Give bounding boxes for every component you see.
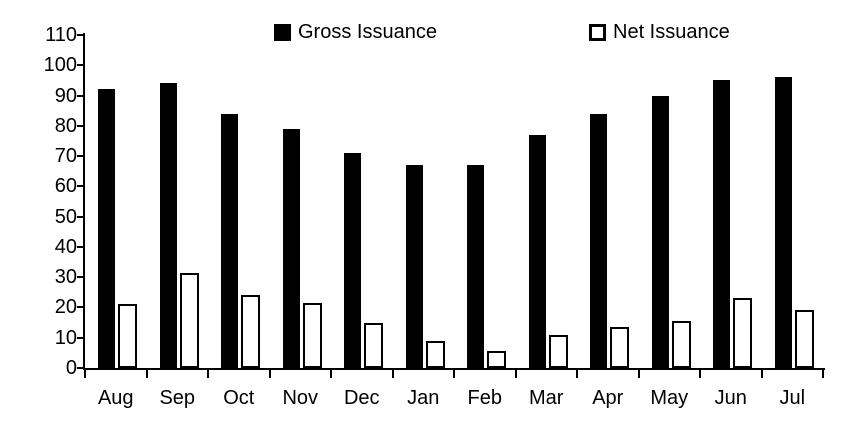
x-axis-tick (637, 370, 640, 378)
y-axis-tick-label: 110 (45, 24, 77, 46)
bar-net-apr (610, 327, 629, 368)
x-axis-label-mar: Mar (529, 387, 564, 409)
y-axis-tick-label: 10 (54, 326, 77, 349)
legend-label-gross-issuance: Gross Issuance (298, 21, 437, 43)
bar-net-aug (118, 304, 137, 368)
bar-net-sep (179, 273, 199, 368)
x-axis-label-feb: Feb (467, 387, 502, 409)
x-axis-line (83, 368, 825, 370)
x-axis-tick (514, 370, 517, 378)
bar-gross-jan (405, 165, 423, 368)
bar-gross-may (651, 96, 669, 368)
y-axis-line (83, 33, 85, 370)
x-axis-tick (391, 370, 394, 378)
bar-net-jun (733, 298, 752, 368)
bar-net-dec (364, 323, 383, 368)
x-axis-tick (822, 370, 824, 378)
x-axis-tick (760, 370, 763, 378)
x-axis-label-jun: Jun (714, 387, 747, 409)
y-axis-tick-label: 50 (54, 205, 77, 228)
y-axis-tick (77, 367, 85, 369)
x-axis-label-may: May (650, 387, 689, 409)
y-axis-tick-label: 40 (54, 235, 77, 258)
y-axis-tick-label: 60 (54, 175, 77, 198)
legend-item-net-issuance: Net Issuance (589, 17, 730, 47)
bar-net-jul (794, 310, 814, 368)
y-axis-tick (77, 155, 85, 158)
y-axis-tick (77, 306, 85, 309)
bar-gross-sep (159, 83, 177, 368)
bar-net-mar (548, 335, 568, 368)
x-axis-tick (268, 370, 271, 378)
y-axis-tick-label: 80 (54, 114, 77, 137)
bar-gross-feb (467, 165, 484, 368)
y-axis-tick (77, 124, 85, 127)
bar-gross-oct (221, 114, 238, 368)
bar-gross-jun (713, 80, 730, 368)
y-axis-tick-label: 20 (54, 296, 77, 319)
gross-issuance-swatch-icon (274, 23, 291, 41)
x-axis-label-sep: Sep (159, 387, 196, 409)
bar-gross-apr (590, 114, 607, 368)
x-axis-tick (84, 370, 86, 378)
bar-net-may (671, 321, 691, 368)
bar-gross-aug (98, 89, 115, 368)
bar-gross-dec (344, 153, 361, 368)
bar-net-feb (487, 351, 506, 368)
y-axis-tick-label: 0 (65, 357, 77, 379)
bar-gross-nov (282, 129, 300, 368)
y-axis-tick-label: 100 (43, 54, 77, 77)
y-axis-tick (77, 336, 85, 339)
y-axis-tick-label: 30 (54, 266, 77, 289)
bar-net-jan (425, 341, 445, 368)
bar-gross-mar (528, 135, 546, 368)
x-axis-label-aug: Aug (97, 387, 134, 409)
y-axis-tick (77, 64, 85, 67)
x-axis-label-oct: Oct (223, 387, 255, 409)
x-axis-tick (453, 370, 455, 378)
y-axis-tick-label: 70 (54, 145, 77, 168)
y-axis-tick (77, 185, 85, 188)
x-axis-tick (576, 370, 578, 378)
y-axis-tick (77, 94, 85, 97)
y-axis-tick-label: 90 (54, 84, 77, 107)
bar-gross-jul (774, 77, 792, 368)
y-axis-tick (77, 245, 85, 248)
x-axis-tick (330, 370, 332, 378)
x-axis-tick (145, 370, 148, 378)
y-axis-tick (77, 276, 85, 279)
net-issuance-swatch-icon (589, 23, 606, 41)
bar-net-nov (302, 303, 322, 368)
x-axis-tick (207, 370, 209, 378)
x-axis-label-dec: Dec (343, 387, 380, 409)
x-axis-tick (699, 370, 701, 378)
x-axis-label-jul: Jul (779, 387, 806, 409)
x-axis-label-apr: Apr (592, 387, 624, 409)
x-axis-label-jan: Jan (407, 387, 440, 409)
x-axis-label-nov: Nov (282, 387, 319, 409)
y-axis-tick (77, 34, 85, 36)
legend-label-net-issuance: Net Issuance (613, 21, 730, 43)
legend-item-gross-issuance: Gross Issuance (274, 17, 437, 47)
bar-net-oct (241, 295, 260, 368)
y-axis-tick (77, 215, 85, 218)
